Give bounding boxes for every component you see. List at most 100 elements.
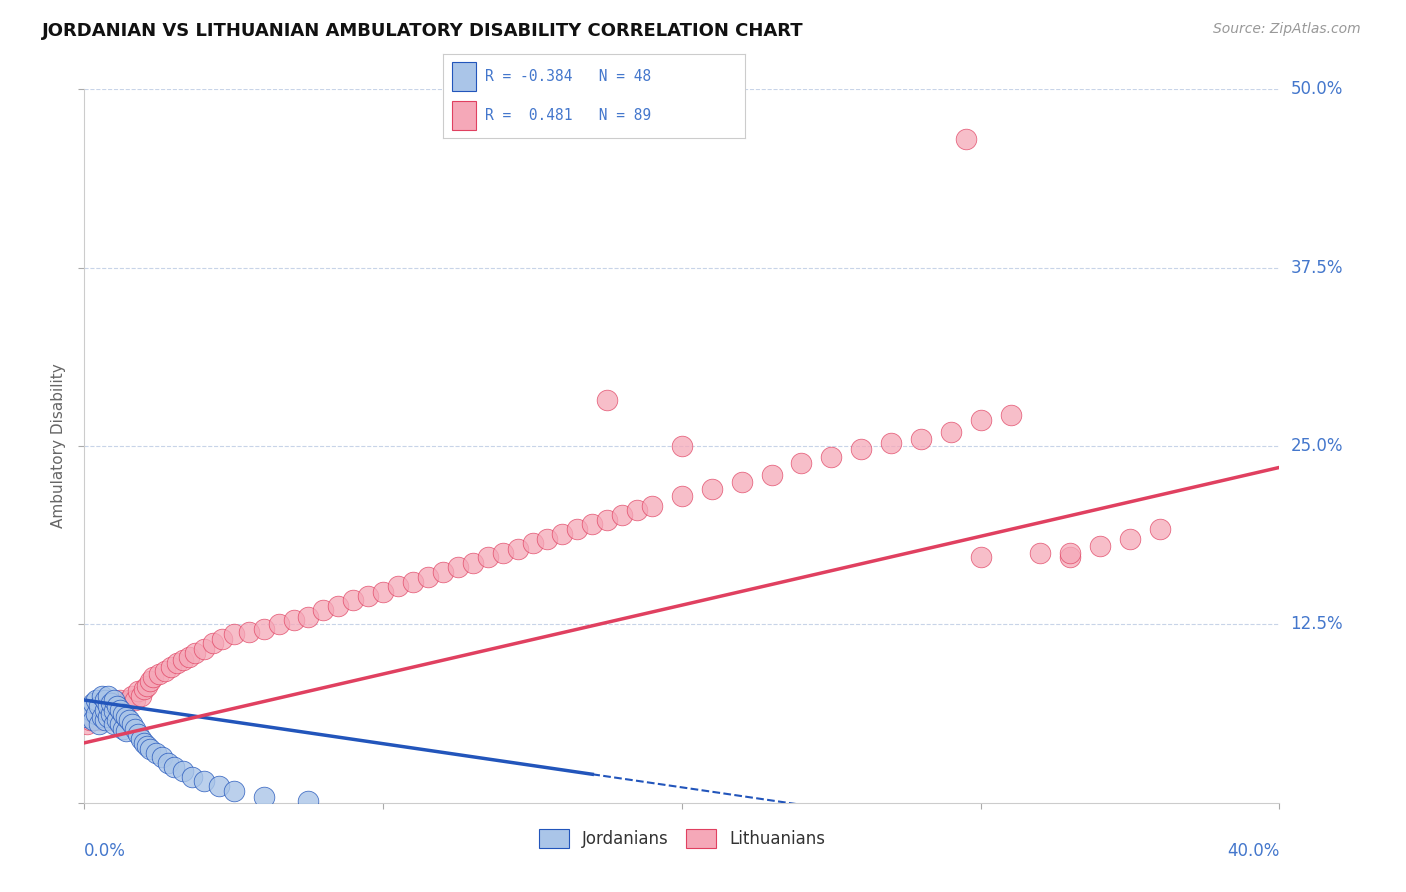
Point — [1119, 532, 1142, 546]
Point — [297, 610, 319, 624]
Point — [357, 589, 380, 603]
Point — [153, 665, 176, 679]
Point — [121, 689, 143, 703]
Point — [91, 703, 114, 717]
Point — [1059, 550, 1081, 565]
Point — [91, 689, 114, 703]
Point — [94, 710, 117, 724]
Point — [671, 439, 693, 453]
Point — [506, 541, 529, 556]
Point — [124, 722, 146, 736]
Point — [145, 746, 167, 760]
Point — [132, 681, 156, 696]
Point — [103, 705, 125, 719]
Point — [103, 707, 125, 722]
Point — [118, 713, 141, 727]
Point — [211, 632, 233, 646]
Point — [157, 756, 180, 770]
Point — [522, 536, 544, 550]
Bar — [451, 101, 477, 130]
Point — [100, 696, 122, 710]
Point — [115, 710, 138, 724]
Point — [100, 703, 122, 717]
Point — [567, 522, 589, 536]
Point — [581, 517, 603, 532]
Point — [89, 717, 111, 731]
Point — [181, 770, 204, 784]
Point — [139, 741, 162, 756]
Point — [112, 707, 135, 722]
Point — [76, 717, 98, 731]
Point — [94, 693, 117, 707]
Point — [184, 646, 207, 660]
Point — [373, 584, 395, 599]
Point — [91, 710, 114, 724]
Point — [129, 689, 152, 703]
Text: 0.0%: 0.0% — [84, 842, 127, 860]
Point — [641, 499, 664, 513]
Point — [163, 760, 186, 774]
Point — [115, 724, 138, 739]
Point — [94, 698, 117, 713]
Point — [127, 727, 149, 741]
Point — [132, 736, 156, 750]
Point — [1149, 522, 1171, 536]
Point — [86, 693, 108, 707]
Point — [1090, 539, 1112, 553]
Legend: Jordanians, Lithuanians: Jordanians, Lithuanians — [533, 822, 831, 855]
Point — [626, 503, 648, 517]
Point — [124, 693, 146, 707]
Point — [253, 622, 276, 636]
Point — [432, 565, 454, 579]
Point — [136, 739, 159, 753]
Point — [112, 722, 135, 736]
Point — [150, 750, 173, 764]
Point — [551, 527, 574, 541]
Point — [267, 617, 290, 632]
Text: Source: ZipAtlas.com: Source: ZipAtlas.com — [1213, 22, 1361, 37]
Point — [89, 698, 111, 713]
Point — [148, 667, 170, 681]
Point — [97, 710, 120, 724]
Point — [1000, 408, 1022, 422]
Point — [477, 550, 499, 565]
Point — [105, 698, 128, 713]
Point — [172, 653, 194, 667]
Point — [596, 393, 619, 408]
Point — [110, 703, 132, 717]
Point — [79, 713, 101, 727]
Point — [100, 707, 122, 722]
Point — [112, 698, 135, 713]
Point — [402, 574, 425, 589]
Point — [129, 731, 152, 746]
Text: R = -0.384   N = 48: R = -0.384 N = 48 — [485, 69, 651, 84]
Text: JORDANIAN VS LITHUANIAN AMBULATORY DISABILITY CORRELATION CHART: JORDANIAN VS LITHUANIAN AMBULATORY DISAB… — [42, 22, 804, 40]
Point — [193, 774, 215, 789]
Point — [89, 713, 111, 727]
Point — [193, 641, 215, 656]
Point — [222, 784, 245, 798]
Point — [970, 413, 993, 427]
Point — [283, 613, 305, 627]
Point — [82, 710, 104, 724]
Point — [139, 674, 162, 689]
Point — [97, 689, 120, 703]
Text: 37.5%: 37.5% — [1291, 259, 1343, 277]
Point — [596, 513, 619, 527]
Point — [127, 684, 149, 698]
Point — [166, 656, 188, 670]
Point — [955, 132, 977, 146]
Point — [461, 556, 484, 570]
Point — [94, 703, 117, 717]
Point — [172, 764, 194, 779]
Point — [97, 698, 120, 713]
Point — [447, 560, 470, 574]
Point — [939, 425, 962, 439]
Point — [297, 794, 319, 808]
Point — [312, 603, 335, 617]
Point — [700, 482, 723, 496]
Point — [201, 636, 224, 650]
Point — [105, 713, 128, 727]
Point — [110, 703, 132, 717]
Point — [103, 717, 125, 731]
